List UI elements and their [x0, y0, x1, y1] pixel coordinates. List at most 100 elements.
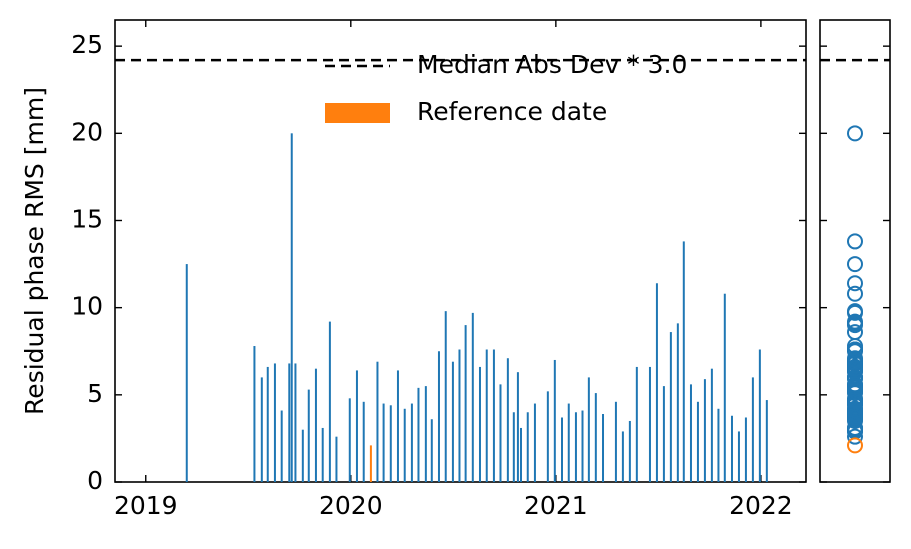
- bar: [294, 363, 297, 482]
- bar: [546, 391, 549, 482]
- bar: [307, 389, 310, 482]
- y-tick-label: 10: [71, 292, 103, 321]
- bar: [723, 293, 726, 482]
- side-point: [847, 285, 863, 302]
- bar: [751, 377, 754, 482]
- bar: [253, 346, 256, 482]
- bar: [382, 403, 385, 482]
- bar: [348, 398, 351, 482]
- x-tick-label: 2019: [114, 491, 178, 520]
- bar: [758, 349, 761, 482]
- bar: [614, 401, 617, 482]
- bar: [288, 363, 291, 482]
- bar: [628, 420, 631, 482]
- y-tick-label: 25: [71, 30, 103, 59]
- side-point: [847, 341, 863, 358]
- bar: [403, 408, 406, 482]
- bar: [581, 410, 584, 482]
- bar: [369, 445, 372, 482]
- bar: [669, 332, 672, 482]
- bar: [410, 403, 413, 482]
- main-axes: [114, 19, 807, 483]
- bar: [635, 366, 638, 482]
- bar: [478, 366, 481, 482]
- bar: [526, 412, 529, 482]
- bar: [328, 321, 331, 482]
- bar: [744, 417, 747, 482]
- bar: [260, 377, 263, 482]
- side-point: [847, 351, 863, 368]
- y-axis-label: Residual phase RMS [mm]: [20, 87, 49, 415]
- bar: [533, 403, 536, 482]
- bar: [335, 436, 338, 482]
- side-point: [847, 409, 863, 426]
- bar: [696, 401, 699, 482]
- bar: [648, 366, 651, 482]
- bar: [471, 312, 474, 482]
- side-point: [847, 437, 863, 454]
- bar: [676, 323, 679, 482]
- legend-swatch: [325, 103, 390, 123]
- side-point: [847, 360, 863, 377]
- side-point: [847, 256, 863, 273]
- bar: [464, 325, 467, 482]
- y-tick-label: 15: [71, 204, 103, 233]
- bar: [553, 359, 556, 482]
- bar: [185, 264, 188, 482]
- side-point: [847, 400, 863, 417]
- bar: [458, 349, 461, 482]
- bar: [417, 387, 420, 482]
- bar: [710, 368, 713, 482]
- bar: [280, 410, 283, 482]
- bar: [594, 393, 597, 482]
- legend-label: Reference date: [417, 97, 607, 126]
- side-axes: [819, 19, 891, 483]
- bar: [437, 351, 440, 482]
- bar: [662, 386, 665, 482]
- bar: [492, 349, 495, 482]
- bar: [485, 349, 488, 482]
- bar: [737, 431, 740, 482]
- side-point: [847, 392, 863, 409]
- y-tick-label: 5: [87, 379, 103, 408]
- side-point: [847, 233, 863, 250]
- bar: [273, 363, 276, 482]
- bar: [444, 311, 447, 482]
- x-tick-label: 2021: [524, 491, 588, 520]
- bar: [430, 419, 433, 482]
- bar: [655, 283, 658, 482]
- y-tick-label: 0: [87, 466, 103, 495]
- bar: [682, 241, 685, 482]
- side-point: [847, 304, 863, 321]
- bar: [574, 412, 577, 482]
- bar: [519, 427, 522, 482]
- bar: [362, 401, 365, 482]
- side-point: [847, 369, 863, 386]
- bar: [567, 403, 570, 482]
- bar: [506, 358, 509, 482]
- bar: [703, 379, 706, 482]
- side-point: [847, 275, 863, 292]
- bar: [717, 408, 720, 482]
- bar: [765, 400, 768, 482]
- bar: [389, 405, 392, 482]
- bar: [621, 431, 624, 482]
- bar: [301, 429, 304, 482]
- side-point: [847, 376, 863, 393]
- bar: [314, 368, 317, 482]
- side-point: [847, 324, 863, 341]
- bar: [499, 384, 502, 482]
- bar: [355, 370, 358, 482]
- bar: [451, 361, 454, 482]
- bar: [602, 414, 605, 482]
- bar: [560, 417, 563, 482]
- bar: [396, 370, 399, 482]
- bar: [730, 415, 733, 482]
- side-point: [847, 315, 863, 332]
- bar: [512, 412, 515, 482]
- legend-label: Median Abs Dev * 3.0: [417, 50, 687, 79]
- bar: [516, 372, 519, 482]
- bar: [321, 427, 324, 482]
- bar: [689, 384, 692, 482]
